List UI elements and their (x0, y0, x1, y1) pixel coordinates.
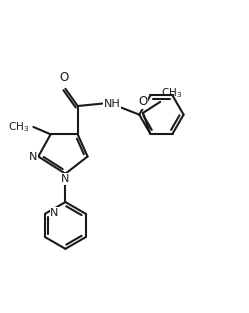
Text: NH: NH (104, 99, 120, 109)
Text: O: O (60, 71, 69, 85)
Text: CH$_3$: CH$_3$ (161, 86, 183, 100)
Text: N: N (50, 208, 59, 218)
Text: O: O (138, 95, 148, 109)
Text: CH$_3$: CH$_3$ (8, 120, 30, 134)
Text: N: N (61, 174, 69, 184)
Text: N: N (29, 151, 38, 162)
